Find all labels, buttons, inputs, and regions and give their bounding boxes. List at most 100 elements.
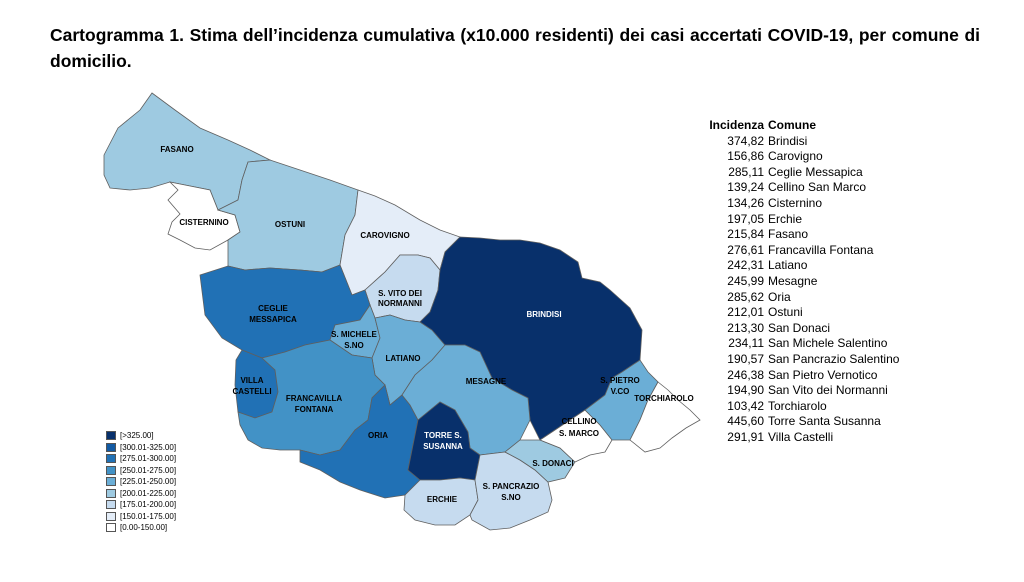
label-cellino-2: S. MARCO [559, 429, 599, 438]
label-san-pancrazio-2: S.NO [501, 493, 521, 502]
label-cellino-1: CELLINO [561, 417, 596, 426]
cell-name: San Vito dei Normanni [768, 383, 888, 398]
cell-value: 213,30 [727, 320, 764, 335]
legend-item: [250.01-275.00] [106, 465, 176, 477]
table-row: 245,99 Mesagne [703, 274, 899, 290]
label-francavilla-1: FRANCAVILLA [286, 394, 343, 403]
label-latiano: LATIANO [386, 354, 421, 363]
cell-value: 242,31 [727, 258, 764, 273]
cell-value: 139,24 [727, 180, 764, 195]
table-row: 374,82 Brindisi [703, 134, 899, 150]
map-title: Cartogramma 1. Stima dell’incidenza cumu… [50, 25, 980, 71]
label-carovigno: CAROVIGNO [360, 231, 409, 240]
table-header: Incidenza Comune [703, 118, 899, 134]
cell-value: 276,61 [727, 242, 764, 257]
cell-name: San Pietro Vernotico [768, 367, 878, 382]
region-cisternino [167, 181, 241, 251]
label-francavilla-2: FONTANA [295, 405, 334, 414]
legend-item: [225.01-250.00] [106, 476, 176, 488]
label-san-pietro-2: V.CO [611, 387, 630, 396]
cell-name: Mesagne [768, 273, 818, 288]
label-san-vito-2: NORMANNI [378, 299, 422, 308]
legend-label: [>325.00] [120, 431, 154, 441]
table-row: 285,11 Ceglie Messapica [703, 165, 899, 181]
table-row: 246,38 San Pietro Vernotico [703, 368, 899, 384]
table-row: 103,42 Torchiarolo [703, 399, 899, 415]
cell-value: 194,90 [727, 383, 764, 398]
cell-value: 445,60 [727, 414, 764, 429]
map-legend: [>325.00] [300.01-325.00] [275.01-300.00… [106, 430, 176, 534]
label-san-pietro-1: S. PIETRO [600, 376, 640, 385]
cell-value: 215,84 [727, 227, 764, 242]
cell-value: 134,26 [727, 195, 764, 210]
cell-name: Latiano [768, 258, 808, 273]
label-ceglie-2: MESSAPICA [249, 315, 297, 324]
cell-value: 197,05 [727, 211, 764, 226]
table-row: 213,30 San Donaci [703, 321, 899, 337]
cell-name: Carovigno [768, 149, 823, 164]
table-row: 276,61 Francavilla Fontana [703, 243, 899, 259]
label-torre-1: TORRE S. [424, 431, 462, 440]
label-erchie: ERCHIE [427, 495, 458, 504]
label-san-donaci: S. DONACI [532, 459, 573, 468]
table-row: 215,84 Fasano [703, 227, 899, 243]
table-row: 212,01 Ostuni [703, 305, 899, 321]
cell-value: 374,82 [727, 133, 764, 148]
region-torchiarolo [629, 381, 701, 453]
legend-item: [200.01-225.00] [106, 488, 176, 500]
legend-label: [200.01-225.00] [120, 488, 177, 498]
legend-swatch [106, 431, 116, 441]
legend-label: [250.01-275.00] [120, 465, 177, 475]
label-ceglie-1: CEGLIE [258, 304, 288, 313]
header-comune: Comune [768, 118, 816, 132]
cell-value: 103,42 [727, 398, 764, 413]
cell-value: 245,99 [727, 273, 764, 288]
legend-label: [150.01-175.00] [120, 511, 177, 521]
legend-item: [0.00-150.00] [106, 522, 176, 534]
cell-name: Cisternino [768, 195, 823, 210]
table-row: 134,26 Cisternino [703, 196, 899, 212]
label-oria: ORIA [368, 431, 388, 440]
cell-value: 291,91 [727, 429, 764, 444]
header-incidenza: Incidenza [709, 118, 764, 132]
cell-name: Fasano [768, 227, 809, 242]
label-torchiarolo: TORCHIAROLO [634, 394, 693, 403]
label-cisternino: CISTERNINO [179, 218, 228, 227]
table-row: 197,05 Erchie [703, 212, 899, 228]
cell-value: 246,38 [727, 367, 764, 382]
cell-value: 285,11 [728, 164, 764, 179]
cell-name: Torre Santa Susanna [768, 414, 881, 429]
legend-label: [0.00-150.00] [120, 523, 168, 533]
legend-label: [175.01-200.00] [120, 500, 177, 510]
table-row: 194,90 San Vito dei Normanni [703, 383, 899, 399]
legend-swatch [106, 442, 116, 452]
label-brindisi: BRINDISI [526, 310, 561, 319]
table-row: 285,62 Oria [703, 290, 899, 306]
cell-value: 285,62 [727, 289, 764, 304]
legend-item: [275.01-300.00] [106, 453, 176, 465]
label-san-michele-1: S. MICHELE [331, 330, 377, 339]
table-row: 190,57 San Pancrazio Salentino [703, 352, 899, 368]
legend-swatch [106, 454, 116, 464]
legend-swatch [106, 500, 116, 510]
label-villa-castelli-2: CASTELLI [232, 387, 271, 396]
table-row: 234,11 San Michele Salentino [703, 336, 899, 352]
legend-swatch [106, 465, 116, 475]
legend-swatch [106, 477, 116, 487]
incidence-table: Incidenza Comune 374,82 Brindisi 156,86 Ca… [703, 118, 899, 445]
legend-label: [225.01-250.00] [120, 477, 177, 487]
table-row: 139,24 Cellino San Marco [703, 180, 899, 196]
table-row: 242,31 Latiano [703, 258, 899, 274]
region-san-donaci [504, 439, 576, 483]
cell-name: Erchie [768, 211, 803, 226]
legend-item: [175.01-200.00] [106, 499, 176, 511]
cell-name: San Donaci [768, 320, 831, 335]
legend-item: [150.01-175.00] [106, 511, 176, 523]
label-mesagne: MESAGNE [466, 377, 507, 386]
label-villa-castelli-1: VILLA [240, 376, 263, 385]
cell-name: Ostuni [768, 305, 803, 320]
label-san-pancrazio-1: S. PANCRAZIO [483, 482, 540, 491]
cell-name: San Pancrazio Salentino [768, 351, 900, 366]
label-fasano: FASANO [160, 145, 193, 154]
